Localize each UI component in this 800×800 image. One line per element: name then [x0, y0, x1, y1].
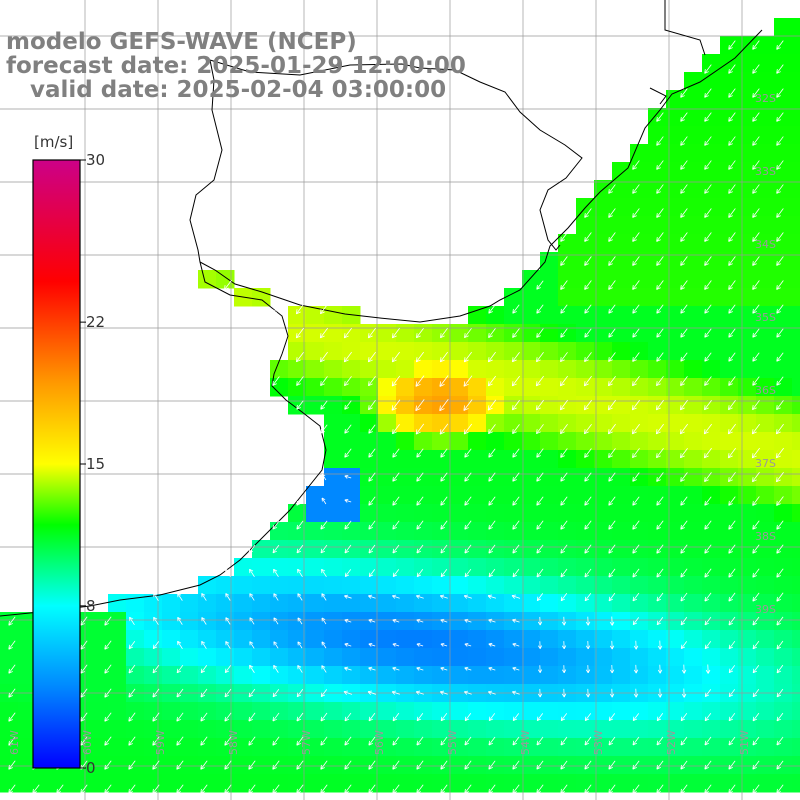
colorbar-ticks: 30 22 15 8 0 — [80, 151, 105, 777]
longitude-label: 58W — [227, 730, 240, 755]
longitude-label: 60W — [81, 730, 94, 755]
latitude-label: 37S — [755, 457, 776, 470]
longitude-label: 55W — [446, 730, 459, 755]
colorbar-tick-label: 30 — [86, 151, 105, 169]
colorbar-unit: [m/s] — [34, 133, 73, 151]
title-line-3: valid date: 2025-02-04 03:00:00 — [6, 77, 447, 103]
coastline — [0, 0, 763, 617]
colorbar-tick-label: 22 — [86, 313, 105, 331]
colorbar: [m/s] 30 22 15 8 0 — [32, 133, 105, 777]
colorbar-tick-label: 15 — [86, 455, 105, 473]
longitude-label: 54W — [519, 730, 532, 755]
longitude-label: 59W — [154, 730, 167, 755]
latitude-label: 32S — [755, 92, 776, 105]
longitude-labels: 61W 60W 59W 58W 57W 56W 55W 54W 53W 52W 51W — [8, 730, 751, 755]
latitude-label: 33S — [755, 165, 776, 178]
colorbar-tick-label: 8 — [86, 597, 96, 615]
title-line-2: forecast date: 2025-01-29 12:00:00 — [6, 53, 466, 79]
latitude-label: 39S — [755, 603, 776, 616]
colorbar-tick-label: 0 — [86, 759, 96, 777]
latitude-label: 38S — [755, 530, 776, 543]
latitude-labels: 32S 33S 34S 35S 36S 37S 38S 39S — [755, 92, 776, 616]
longitude-label: 57W — [300, 730, 313, 755]
colorbar-gradient — [32, 159, 81, 769]
longitude-label: 53W — [592, 730, 605, 755]
latitude-label: 36S — [755, 384, 776, 397]
longitude-label: 56W — [373, 730, 386, 755]
wind-speed-cells — [0, 18, 800, 793]
longitude-label: 51W — [738, 730, 751, 755]
latitude-label: 34S — [755, 238, 776, 251]
latitude-label: 35S — [755, 311, 776, 324]
longitude-label: 52W — [665, 730, 678, 755]
longitude-label: 61W — [8, 730, 21, 755]
wind-arrows — [8, 40, 784, 794]
title-line-1: modelo GEFS-WAVE (NCEP) — [6, 29, 357, 55]
